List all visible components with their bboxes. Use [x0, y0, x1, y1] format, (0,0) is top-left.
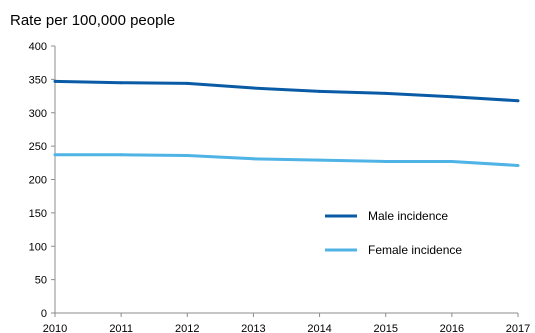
legend: Male incidence Female incidence: [325, 209, 462, 257]
y-tick-label: 200: [29, 175, 47, 187]
series-line-female: [55, 153, 519, 167]
data-point: [450, 95, 454, 99]
y-tick-label: 250: [29, 141, 47, 153]
x-tick-label: 2015: [373, 323, 397, 333]
series-line-male: [54, 79, 519, 103]
data-point: [251, 86, 255, 90]
y-ticks: 0 50 100 150 200 250 300 350 400: [29, 41, 55, 320]
series-lines: [53, 79, 520, 167]
data-point: [53, 153, 57, 157]
x-tick-label: 2012: [175, 323, 199, 333]
x-tick-label: 2010: [43, 323, 67, 333]
data-point: [119, 81, 123, 85]
y-tick-label: 300: [29, 108, 47, 120]
data-point: [318, 89, 322, 93]
x-tick-label: 2017: [506, 323, 530, 333]
y-axis-title: Rate per 100,000 people: [10, 12, 175, 29]
y-tick-label: 400: [29, 41, 47, 53]
y-tick-label: 0: [41, 308, 47, 320]
data-point: [516, 163, 520, 167]
y-tick-label: 100: [29, 241, 47, 253]
data-point: [384, 91, 388, 95]
data-point: [185, 153, 189, 157]
y-tick-label: 150: [29, 208, 47, 220]
legend-label: Female incidence: [368, 243, 462, 257]
y-tick-label: 50: [35, 275, 47, 287]
data-point: [318, 158, 322, 162]
data-point: [185, 81, 189, 85]
data-point: [450, 159, 454, 163]
y-tick-label: 350: [29, 74, 47, 86]
data-point: [119, 153, 123, 157]
x-tick-label: 2014: [307, 323, 331, 333]
legend-label: Male incidence: [368, 209, 448, 223]
data-point: [384, 159, 388, 163]
x-tick-label: 2013: [241, 323, 265, 333]
data-point: [251, 157, 255, 161]
data-point: [53, 79, 57, 83]
x-ticks: 2010 2011 2012 2013 2014 2015 2016 2017: [43, 313, 530, 333]
x-tick-label: 2016: [440, 323, 464, 333]
data-point: [516, 99, 520, 103]
x-tick-label: 2011: [109, 323, 133, 333]
